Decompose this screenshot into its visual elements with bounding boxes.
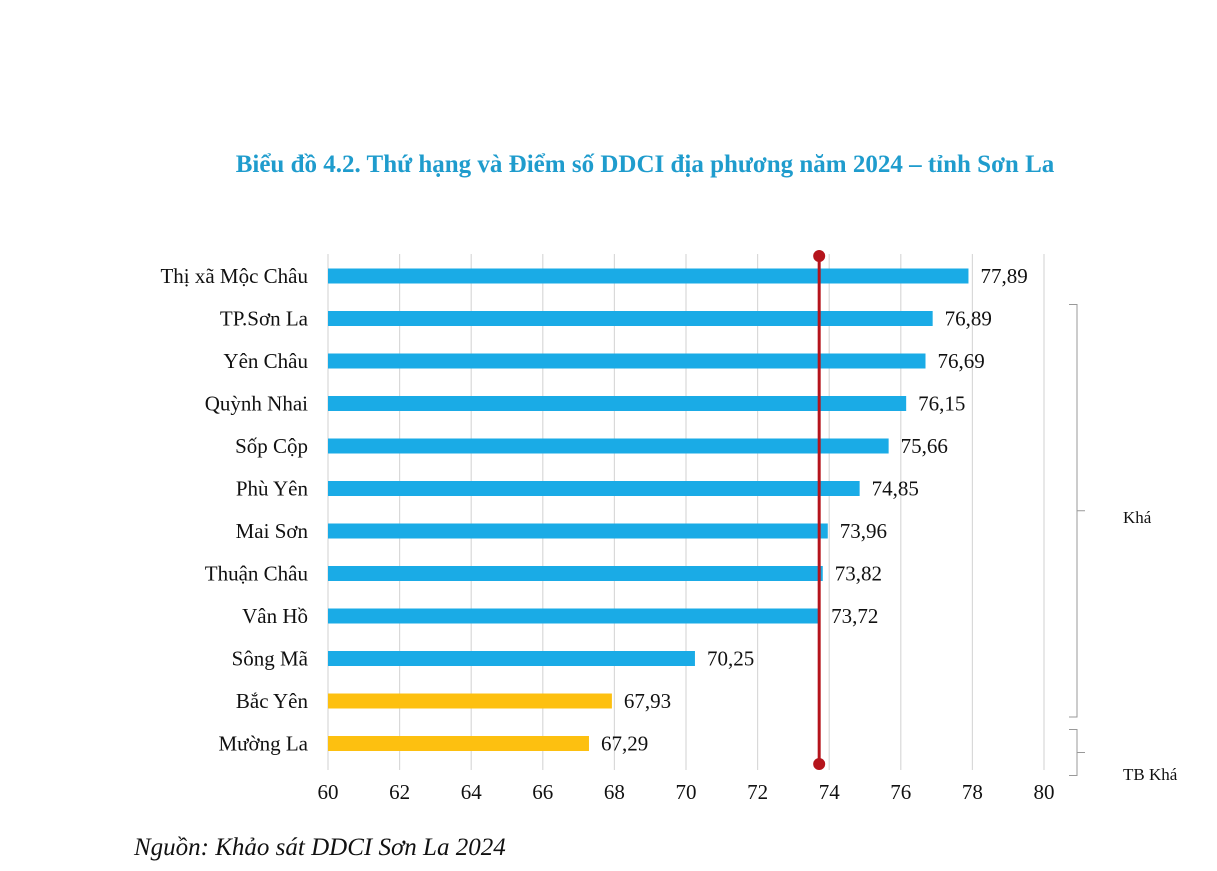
data-label: 74,85 bbox=[872, 477, 919, 501]
data-label: 76,69 bbox=[938, 349, 985, 373]
reference-line-top-dot bbox=[813, 250, 826, 262]
category-label: Thị xã Mộc Châu bbox=[160, 264, 308, 288]
x-tick-label: 76 bbox=[890, 780, 911, 804]
reference-line-bottom-dot bbox=[813, 758, 826, 770]
chart-title: Biểu đồ 4.2. Thứ hạng và Điểm số DDCI đị… bbox=[235, 151, 1055, 178]
bar bbox=[328, 396, 907, 411]
data-label: 73,72 bbox=[831, 604, 878, 628]
bar bbox=[328, 608, 820, 624]
reference-line-group bbox=[813, 250, 826, 770]
x-tick-label: 80 bbox=[1034, 780, 1055, 804]
brackets: Khá TB Khá bbox=[1069, 304, 1178, 784]
data-label: 67,93 bbox=[624, 689, 671, 713]
data-label: 76,15 bbox=[918, 392, 965, 416]
bar bbox=[328, 523, 828, 539]
bar bbox=[328, 311, 933, 326]
category-label: Mường La bbox=[218, 732, 308, 756]
bar bbox=[328, 438, 889, 454]
category-label: Quỳnh Nhai bbox=[205, 392, 308, 416]
bracket bbox=[1069, 729, 1085, 776]
bar bbox=[328, 481, 860, 496]
category-label: Yên Châu bbox=[223, 349, 308, 373]
x-tick-label: 60 bbox=[318, 780, 339, 804]
category-label: Thuận Châu bbox=[205, 562, 309, 586]
bar bbox=[328, 566, 823, 581]
category-label: Vân Hồ bbox=[242, 604, 308, 628]
labels: 60 62 64 66 68 70 72 74 76 78 80 Thị xã Mộc Châu 77,… bbox=[160, 264, 1054, 804]
data-label: 75,66 bbox=[901, 434, 948, 458]
bar bbox=[328, 353, 926, 369]
category-label: Sông Mã bbox=[232, 647, 309, 671]
data-label: 70,25 bbox=[707, 647, 754, 671]
x-tick-label: 72 bbox=[747, 780, 768, 804]
category-label: TP.Sơn La bbox=[220, 307, 309, 331]
x-tick-label: 78 bbox=[962, 780, 983, 804]
bar bbox=[328, 651, 695, 666]
gridlines bbox=[327, 254, 1045, 770]
x-tick-label: 62 bbox=[389, 780, 410, 804]
bar bbox=[328, 268, 969, 284]
bar bbox=[328, 693, 612, 709]
x-tick-label: 70 bbox=[676, 780, 697, 804]
category-label: Phù Yên bbox=[236, 477, 309, 501]
category-label: Sốp Cộp bbox=[235, 434, 308, 458]
bar bbox=[328, 736, 589, 751]
data-label: 76,89 bbox=[945, 307, 992, 331]
data-label: 73,82 bbox=[835, 562, 882, 586]
bracket bbox=[1069, 304, 1085, 718]
category-label: Bắc Yên bbox=[236, 689, 309, 713]
category-label: Mai Sơn bbox=[236, 519, 309, 543]
data-label: 67,29 bbox=[601, 732, 648, 756]
data-label: 77,89 bbox=[980, 264, 1027, 288]
bars bbox=[328, 268, 969, 751]
data-label: 73,96 bbox=[840, 519, 887, 543]
x-tick-label: 74 bbox=[819, 780, 841, 804]
x-tick-label: 64 bbox=[461, 780, 483, 804]
bracket-label: TB Khá bbox=[1123, 765, 1178, 784]
x-tick-label: 66 bbox=[532, 780, 553, 804]
x-tick-label: 68 bbox=[604, 780, 625, 804]
source-note: Nguồn: Khảo sát DDCI Sơn La 2024 bbox=[134, 834, 506, 861]
bracket-label: Khá bbox=[1123, 508, 1152, 527]
